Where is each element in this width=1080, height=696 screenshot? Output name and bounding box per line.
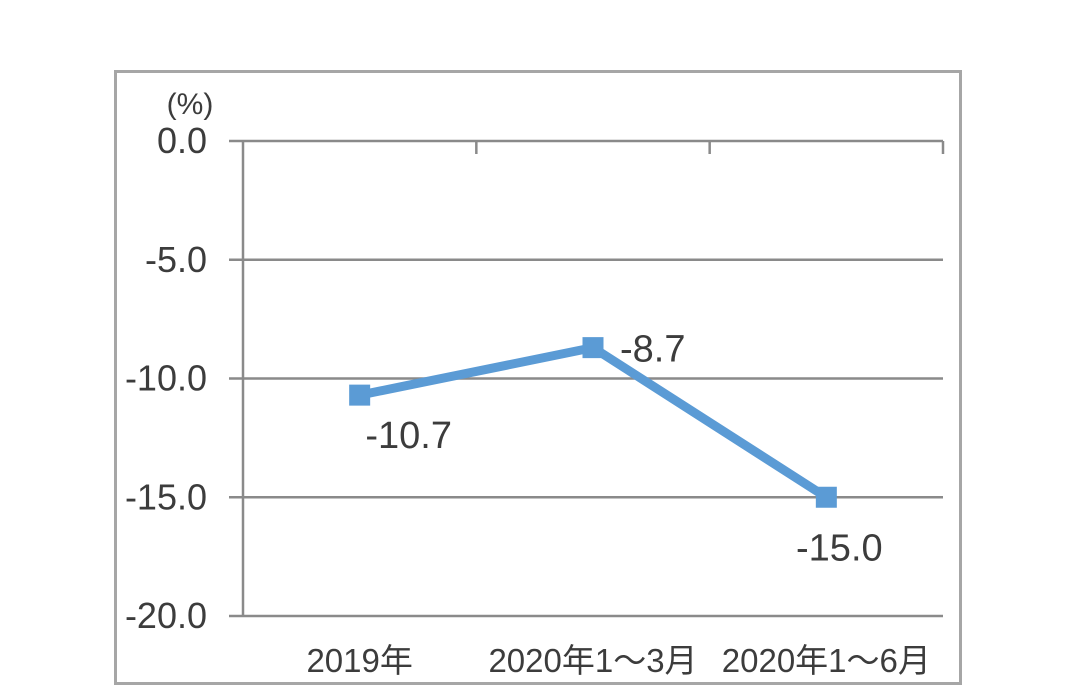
y-axis-unit-label: (%) [166, 88, 214, 121]
data-point-label: -15.0 [796, 527, 883, 569]
data-point-marker [349, 384, 371, 406]
x-axis-category-label: 2020年1～3月 [488, 642, 697, 679]
x-axis-category-label: 2019年 [306, 642, 412, 679]
y-axis-tick-label: -10.0 [125, 358, 207, 399]
data-point-label: -10.7 [365, 415, 452, 457]
data-point-marker [582, 337, 604, 359]
y-axis-tick-label: 0.0 [157, 120, 207, 161]
x-axis-category-label: 2020年1～6月 [722, 642, 931, 679]
data-point-label: -8.7 [620, 329, 685, 371]
data-point-marker [815, 486, 837, 508]
y-axis-tick-label: -20.0 [125, 595, 207, 636]
y-axis-tick-label: -15.0 [125, 476, 207, 517]
y-axis-tick-label: -5.0 [145, 239, 207, 280]
